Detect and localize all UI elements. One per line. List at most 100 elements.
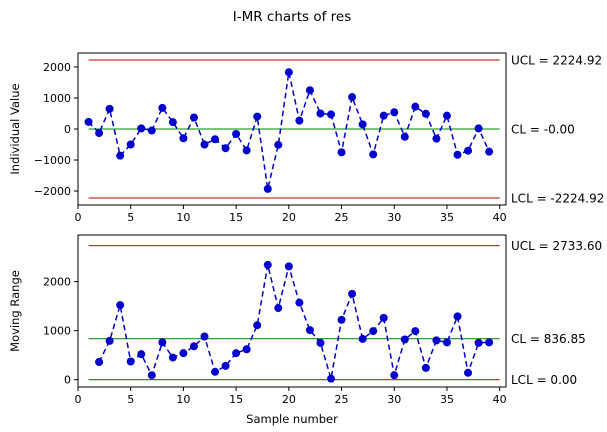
lcl-line-label: LCL = -2224.92 bbox=[511, 192, 604, 206]
data-point bbox=[232, 129, 241, 138]
data-point bbox=[358, 334, 367, 343]
data-point bbox=[221, 144, 230, 153]
y-tick-label: −1000 bbox=[34, 154, 71, 167]
data-point bbox=[263, 260, 272, 269]
y-tick-label: 2000 bbox=[43, 276, 71, 289]
x-tick-label: 30 bbox=[387, 211, 401, 224]
data-point bbox=[411, 327, 420, 336]
data-point bbox=[168, 353, 177, 362]
data-point bbox=[147, 126, 156, 135]
data-point bbox=[242, 146, 251, 155]
data-point bbox=[189, 342, 198, 351]
x-tick-label: 5 bbox=[127, 211, 134, 224]
x-tick-label: 15 bbox=[229, 393, 243, 406]
x-tick-label: 15 bbox=[229, 211, 243, 224]
data-point bbox=[369, 150, 378, 159]
y-tick-label: 0 bbox=[64, 123, 71, 136]
data-point bbox=[105, 336, 114, 345]
data-point bbox=[295, 298, 304, 307]
data-point bbox=[369, 327, 378, 336]
data-point bbox=[305, 86, 314, 95]
data-point bbox=[379, 313, 388, 322]
x-tick-label: 20 bbox=[282, 211, 296, 224]
data-point bbox=[485, 338, 494, 347]
data-point bbox=[284, 262, 293, 271]
figure-title: I-MR charts of res bbox=[233, 9, 352, 25]
x-tick-label: 30 bbox=[387, 393, 401, 406]
data-point bbox=[158, 103, 167, 112]
y-axis-label: Moving Range bbox=[8, 270, 22, 352]
data-point bbox=[305, 326, 314, 335]
data-point bbox=[126, 357, 135, 366]
series-line bbox=[87, 72, 490, 190]
x-tick-label: 35 bbox=[440, 393, 454, 406]
x-tick-label: 40 bbox=[493, 211, 507, 224]
data-point bbox=[253, 112, 262, 121]
data-point bbox=[390, 371, 399, 380]
data-point bbox=[453, 312, 462, 321]
data-point bbox=[274, 304, 283, 313]
series-line bbox=[98, 263, 490, 379]
data-point bbox=[400, 132, 409, 141]
data-point bbox=[95, 129, 104, 138]
data-point bbox=[379, 111, 388, 120]
lcl-line-label: LCL = 0.00 bbox=[511, 373, 577, 387]
data-point bbox=[442, 111, 451, 120]
y-tick-label: 0 bbox=[64, 374, 71, 387]
data-point bbox=[337, 148, 346, 157]
data-point bbox=[116, 301, 125, 310]
data-point bbox=[432, 134, 441, 143]
data-point bbox=[221, 361, 230, 370]
ucl-line-label: UCL = 2224.92 bbox=[511, 53, 602, 67]
x-axis-label: Sample number bbox=[246, 412, 338, 426]
data-point bbox=[358, 120, 367, 129]
data-point bbox=[84, 117, 93, 126]
data-point bbox=[179, 134, 188, 143]
data-point bbox=[442, 338, 451, 347]
data-point bbox=[116, 151, 125, 160]
data-point bbox=[421, 363, 430, 372]
data-point bbox=[200, 332, 209, 341]
data-point bbox=[137, 350, 146, 359]
data-point bbox=[232, 349, 241, 358]
data-point bbox=[348, 93, 357, 102]
x-tick-label: 10 bbox=[176, 211, 190, 224]
data-point bbox=[189, 113, 198, 122]
data-point bbox=[390, 108, 399, 117]
x-tick-label: 25 bbox=[335, 393, 349, 406]
data-point bbox=[200, 140, 209, 149]
x-tick-label: 10 bbox=[176, 393, 190, 406]
data-point bbox=[242, 345, 251, 354]
data-point bbox=[253, 321, 262, 330]
x-tick-label: 0 bbox=[75, 393, 82, 406]
data-point bbox=[474, 124, 483, 133]
x-tick-label: 0 bbox=[75, 211, 82, 224]
data-point bbox=[211, 367, 220, 376]
data-point bbox=[168, 118, 177, 127]
y-tick-label: 1000 bbox=[43, 92, 71, 105]
individual-value-chart: UCL = 2224.92 CL = -0.00 LCL = -2224.92 0 5 1… bbox=[8, 52, 604, 224]
data-point bbox=[295, 116, 304, 125]
data-point bbox=[105, 104, 114, 113]
x-tick-label: 35 bbox=[440, 211, 454, 224]
data-point bbox=[284, 68, 293, 77]
data-point bbox=[95, 357, 104, 366]
data-point bbox=[421, 109, 430, 118]
y-axis-label: Individual Value bbox=[8, 83, 22, 174]
data-point bbox=[126, 140, 135, 149]
moving-range-chart: UCL = 2733.60 CL = 836.85 LCL = 0.00 0 5 10 15… bbox=[8, 234, 602, 426]
data-point bbox=[485, 147, 494, 156]
ucl-line-label: UCL = 2733.60 bbox=[511, 239, 602, 253]
y-tick-label: 1000 bbox=[43, 325, 71, 338]
data-point bbox=[274, 140, 283, 149]
data-point bbox=[316, 109, 325, 118]
data-point bbox=[453, 150, 462, 159]
data-point bbox=[327, 110, 336, 119]
x-tick-label: 20 bbox=[282, 393, 296, 406]
center-line-label: CL = -0.00 bbox=[511, 123, 575, 137]
data-point bbox=[474, 338, 483, 347]
data-point bbox=[464, 146, 473, 155]
data-point bbox=[263, 184, 272, 193]
